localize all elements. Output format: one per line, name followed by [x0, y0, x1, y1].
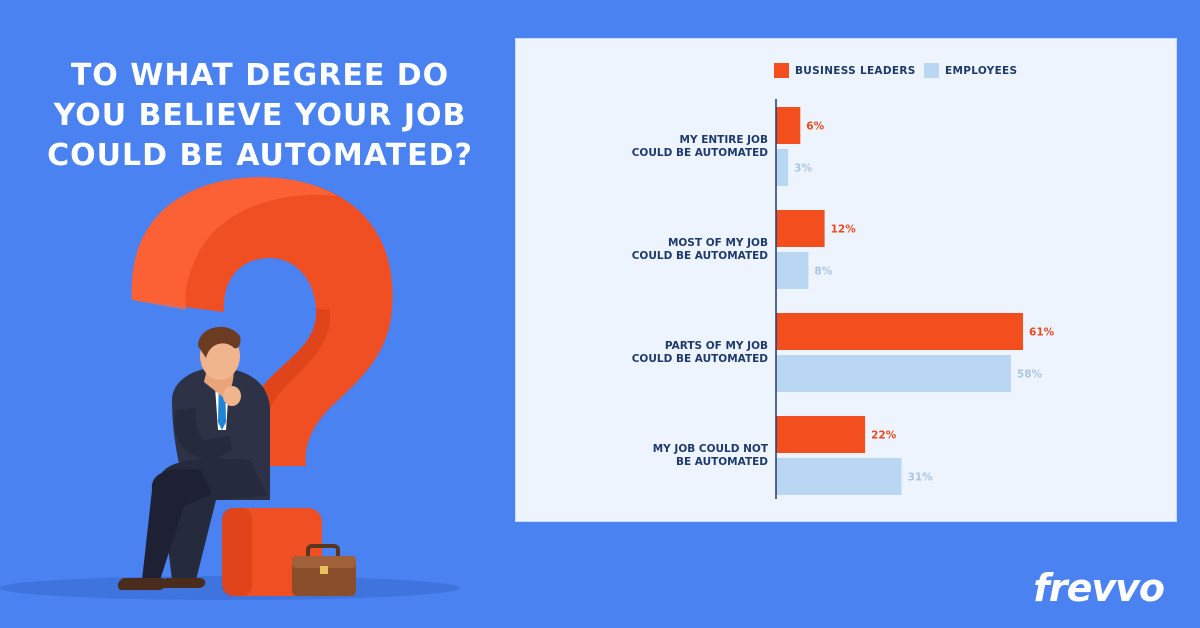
category-label-line: PARTS OF MY JOB — [665, 340, 768, 352]
businessman-icon — [117, 326, 270, 590]
bar-business-leaders — [776, 313, 1024, 350]
data-label: 61% — [1029, 327, 1055, 339]
category-label-line: BE AUTOMATED — [676, 456, 768, 468]
bar-business-leaders — [776, 416, 866, 453]
bar-employees — [776, 149, 789, 186]
legend-label-employees: EMPLOYEES — [945, 64, 1018, 77]
data-label: 31% — [908, 472, 934, 484]
category-label: MY JOB COULD NOT BE AUTOMATED — [653, 443, 769, 468]
category-label-line: MY ENTIRE JOB — [680, 134, 769, 146]
data-label: 12% — [831, 224, 857, 236]
bar-business-leaders — [776, 107, 801, 144]
category-label-line: MY JOB COULD NOT — [653, 443, 769, 455]
legend-swatch-business-leaders — [774, 63, 789, 78]
data-label: 22% — [871, 430, 897, 442]
bar-employees — [776, 355, 1011, 392]
data-label: 3% — [794, 163, 812, 175]
category-label-line: COULD BE AUTOMATED — [632, 147, 769, 159]
bar-employees — [776, 252, 809, 289]
category-label-line: COULD BE AUTOMATED — [632, 353, 769, 365]
headline-line-1: TO WHAT DEGREE DO — [70, 58, 450, 93]
category-label-line: MOST OF MY JOB — [668, 237, 768, 249]
chart-panel: BUSINESS LEADERS EMPLOYEES MY ENTIRE JOB… — [515, 38, 1177, 522]
briefcase-icon — [292, 544, 356, 596]
legend-employees: EMPLOYEES — [924, 63, 1017, 78]
bar-business-leaders — [776, 210, 825, 247]
data-label: 6% — [806, 121, 824, 133]
category-label: MY ENTIRE JOB COULD BE AUTOMATED — [632, 134, 769, 159]
data-label: 8% — [814, 266, 832, 278]
data-label: 58% — [1017, 369, 1043, 381]
category-label-line: COULD BE AUTOMATED — [632, 250, 769, 262]
illustration — [0, 177, 460, 600]
headline-line-3: COULD BE AUTOMATED? — [47, 138, 473, 173]
legend-label-business-leaders: BUSINESS LEADERS — [795, 64, 916, 77]
category-label: MOST OF MY JOB COULD BE AUTOMATED — [632, 237, 769, 262]
frevvo-logo: frevvo — [1033, 566, 1165, 610]
category-label: PARTS OF MY JOB COULD BE AUTOMATED — [632, 340, 769, 365]
headline-line-2: YOU BELIEVE YOUR JOB — [53, 98, 467, 133]
legend-swatch-employees — [924, 63, 939, 78]
bar-chart: MY ENTIRE JOB COULD BE AUTOMATED6%3%MOST … — [632, 99, 1055, 499]
legend-business-leaders: BUSINESS LEADERS — [774, 63, 916, 78]
headline: TO WHAT DEGREE DO YOU BELIEVE YOUR JOB C… — [0, 56, 520, 176]
bar-employees — [776, 458, 902, 495]
